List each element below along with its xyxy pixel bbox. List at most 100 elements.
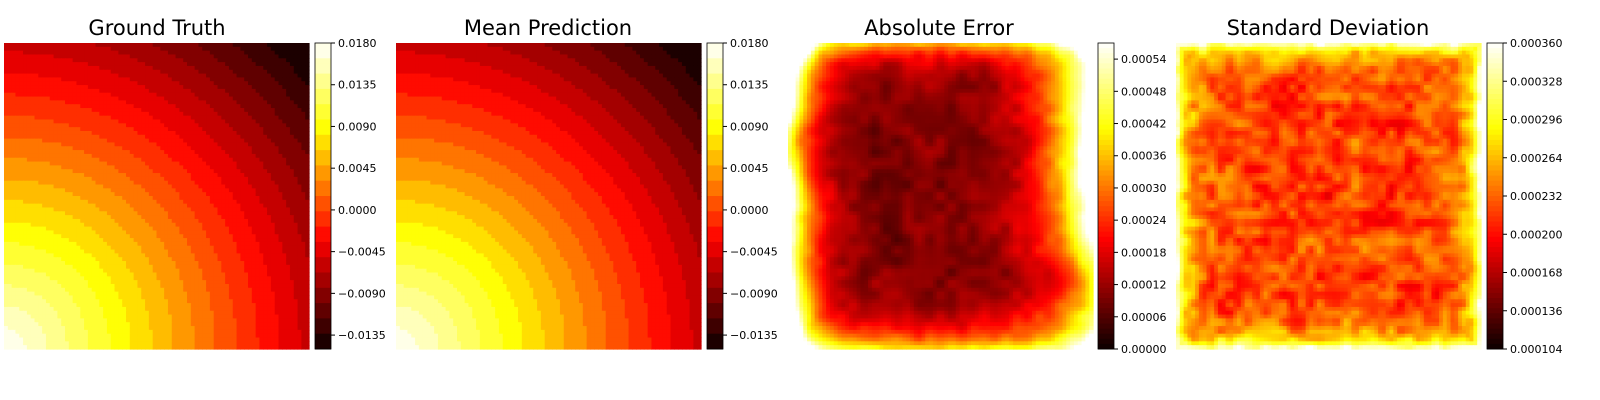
heatmap-cell [31,273,35,277]
heatmap-cell [218,74,222,78]
heatmap-cell [252,207,256,211]
heatmap-cell [164,108,168,112]
heatmap-cell [172,215,176,219]
heatmap-cell [183,150,187,154]
heatmap-cell [134,108,138,112]
heatmap-cell [76,173,80,177]
heatmap-cell [50,97,54,101]
heatmap-cell [198,104,202,108]
heatmap-cell [172,246,176,250]
heatmap-cell [240,100,244,104]
heatmap-cell [126,181,130,185]
heatmap-cell [88,204,92,208]
heatmap-cell [179,265,183,269]
heatmap-cell [130,158,134,162]
heatmap-cell [130,238,134,242]
heatmap-cell [256,177,260,181]
heatmap-cell [126,246,130,250]
heatmap-cell [164,142,168,146]
heatmap-cell [191,85,195,89]
heatmap-cell [183,120,187,124]
heatmap-cell [84,162,88,166]
heatmap-cell [305,173,309,177]
heatmap-cell [172,207,176,211]
heatmap-cell [76,135,80,139]
heatmap-cell [301,146,305,150]
heatmap-cell [168,74,172,78]
heatmap-cell [88,230,92,234]
heatmap-cell [256,146,260,150]
heatmap-cell [279,89,283,93]
heatmap-cell [4,269,8,273]
heatmap-cell [225,276,229,280]
heatmap-cell [126,62,130,66]
heatmap-cell [286,108,290,112]
heatmap-cell [118,123,122,127]
heatmap-cell [198,162,202,166]
heatmap-cell [76,154,80,158]
heatmap-cell [61,181,65,185]
heatmap-cell [248,227,252,231]
heatmap-cell [145,47,149,51]
heatmap-cell [111,280,115,284]
heatmap-cell [15,269,19,273]
heatmap-cell [50,70,54,74]
heatmap-cell [61,177,65,181]
heatmap-cell [31,227,35,231]
heatmap-cell [176,196,180,200]
heatmap-cell [111,215,115,219]
heatmap-cell [46,51,50,55]
heatmap-cell [164,100,168,104]
heatmap-cell [202,51,206,55]
heatmap-cell [294,265,298,269]
heatmap-cell [172,116,176,120]
heatmap-cell [15,276,19,280]
heatmap-cell [69,192,73,196]
heatmap-cell [294,127,298,131]
heatmap-cell [96,207,100,211]
heatmap-cell [179,112,183,116]
heatmap-cell [99,253,103,257]
heatmap-cell [54,200,58,204]
heatmap-cell [179,70,183,74]
heatmap-cell [290,51,294,55]
heatmap-cell [73,135,77,139]
heatmap-cell [279,181,283,185]
heatmap-cell [27,257,31,261]
heatmap-cell [275,265,279,269]
heatmap-cell [4,196,8,200]
heatmap-cell [214,165,218,169]
heatmap-cell [202,47,206,51]
heatmap-cell [237,43,241,47]
heatmap-cell [244,204,248,208]
heatmap-cell [240,142,244,146]
heatmap-cell [198,142,202,146]
heatmap-cell [118,93,122,97]
heatmap-cell [206,246,210,250]
heatmap-cell [35,131,39,135]
heatmap-cell [96,185,100,189]
heatmap-cell [145,97,149,101]
heatmap-cell [202,146,206,150]
heatmap-cell [153,269,157,273]
heatmap-cell [259,104,263,108]
heatmap-cell [15,169,19,173]
heatmap-cell [65,227,69,231]
heatmap-cell [237,142,241,146]
heatmap-cell [57,185,61,189]
heatmap-cell [88,219,92,223]
heatmap-cell [88,181,92,185]
heatmap-cell [157,112,161,116]
heatmap-cell [107,97,111,101]
heatmap-cell [210,246,214,250]
heatmap-cell [195,85,199,89]
heatmap-cell [256,62,260,66]
heatmap-cell [35,123,39,127]
heatmap-cell [92,162,96,166]
heatmap-cell [237,77,241,81]
heatmap-cell [218,66,222,70]
heatmap-cell [92,47,96,51]
heatmap-cell [96,70,100,74]
heatmap-cell [141,74,145,78]
heatmap-cell [88,185,92,189]
